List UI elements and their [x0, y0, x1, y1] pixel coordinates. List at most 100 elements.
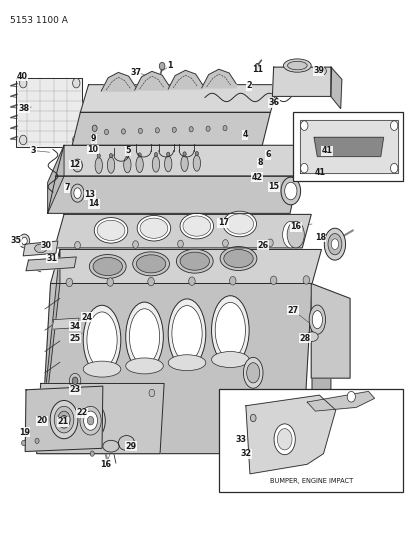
Polygon shape	[306, 391, 374, 411]
Ellipse shape	[89, 255, 126, 278]
Ellipse shape	[124, 157, 131, 173]
Ellipse shape	[222, 211, 256, 237]
Text: 2: 2	[246, 81, 251, 90]
Ellipse shape	[193, 155, 200, 171]
Circle shape	[291, 239, 297, 246]
Circle shape	[300, 121, 307, 131]
Text: 25: 25	[70, 334, 81, 343]
Polygon shape	[47, 146, 64, 213]
Circle shape	[189, 127, 193, 132]
Polygon shape	[299, 120, 397, 173]
Ellipse shape	[74, 188, 81, 198]
Circle shape	[172, 127, 176, 133]
Circle shape	[222, 240, 228, 247]
Ellipse shape	[95, 158, 102, 173]
Text: 30: 30	[41, 241, 52, 250]
Polygon shape	[25, 386, 103, 451]
Bar	[292, 112, 402, 181]
Text: 22: 22	[76, 408, 87, 417]
Circle shape	[72, 377, 78, 384]
Ellipse shape	[58, 411, 70, 428]
Ellipse shape	[168, 299, 205, 368]
Ellipse shape	[126, 358, 163, 374]
Ellipse shape	[129, 309, 159, 365]
Circle shape	[346, 391, 355, 402]
Circle shape	[72, 135, 80, 145]
Ellipse shape	[180, 252, 209, 270]
Circle shape	[147, 277, 154, 286]
Ellipse shape	[87, 312, 117, 368]
Polygon shape	[40, 249, 60, 454]
Ellipse shape	[152, 156, 159, 172]
Ellipse shape	[215, 302, 245, 358]
Ellipse shape	[276, 429, 291, 450]
Ellipse shape	[19, 234, 29, 248]
Ellipse shape	[180, 213, 213, 239]
Ellipse shape	[50, 400, 78, 439]
Text: 41: 41	[315, 168, 325, 177]
Ellipse shape	[220, 247, 256, 270]
Polygon shape	[54, 214, 310, 248]
Circle shape	[155, 128, 159, 133]
Ellipse shape	[71, 184, 84, 202]
Text: 41: 41	[321, 146, 331, 155]
Text: 11: 11	[252, 66, 263, 74]
Text: BUMPER, ENGINE IMPACT: BUMPER, ENGINE IMPACT	[269, 478, 352, 484]
Circle shape	[66, 278, 72, 287]
Circle shape	[92, 125, 97, 132]
Ellipse shape	[286, 221, 303, 248]
Polygon shape	[40, 284, 311, 454]
Ellipse shape	[107, 157, 115, 173]
Text: 18: 18	[314, 233, 325, 242]
Text: 15: 15	[267, 182, 279, 191]
Text: 1: 1	[167, 61, 173, 70]
Text: 16: 16	[100, 460, 111, 469]
Ellipse shape	[103, 440, 119, 452]
Text: 10: 10	[87, 145, 98, 154]
Text: 33: 33	[235, 435, 246, 444]
Text: 38: 38	[19, 103, 30, 112]
Circle shape	[270, 276, 276, 285]
Ellipse shape	[22, 237, 27, 245]
Ellipse shape	[283, 59, 310, 72]
Circle shape	[138, 128, 142, 134]
Text: 23: 23	[70, 385, 81, 394]
Circle shape	[320, 67, 326, 75]
Circle shape	[46, 391, 52, 399]
Ellipse shape	[171, 305, 202, 361]
Polygon shape	[36, 383, 164, 454]
Circle shape	[22, 440, 25, 446]
Text: 31: 31	[46, 254, 57, 263]
Text: 9: 9	[91, 134, 97, 143]
Polygon shape	[272, 67, 331, 96]
Polygon shape	[311, 284, 330, 454]
Ellipse shape	[140, 218, 167, 238]
Circle shape	[92, 139, 96, 144]
Ellipse shape	[94, 217, 128, 243]
Ellipse shape	[246, 363, 259, 383]
Polygon shape	[330, 67, 341, 109]
Text: 6: 6	[265, 150, 270, 159]
Polygon shape	[245, 395, 335, 474]
Ellipse shape	[137, 215, 170, 241]
Text: 40: 40	[16, 71, 27, 80]
Ellipse shape	[168, 355, 205, 370]
Polygon shape	[313, 138, 383, 157]
Circle shape	[69, 373, 81, 388]
Text: 19: 19	[19, 428, 30, 437]
Polygon shape	[52, 318, 79, 329]
Circle shape	[107, 278, 113, 286]
Circle shape	[206, 126, 210, 131]
Ellipse shape	[180, 156, 188, 172]
Circle shape	[300, 164, 307, 173]
Ellipse shape	[93, 257, 122, 276]
Circle shape	[229, 277, 236, 285]
Circle shape	[389, 164, 397, 173]
Text: 39: 39	[312, 67, 323, 75]
Text: 37: 37	[130, 68, 141, 77]
Polygon shape	[80, 85, 278, 112]
Ellipse shape	[97, 220, 125, 240]
Text: 27: 27	[287, 305, 298, 314]
Ellipse shape	[34, 244, 47, 253]
Circle shape	[188, 277, 195, 286]
